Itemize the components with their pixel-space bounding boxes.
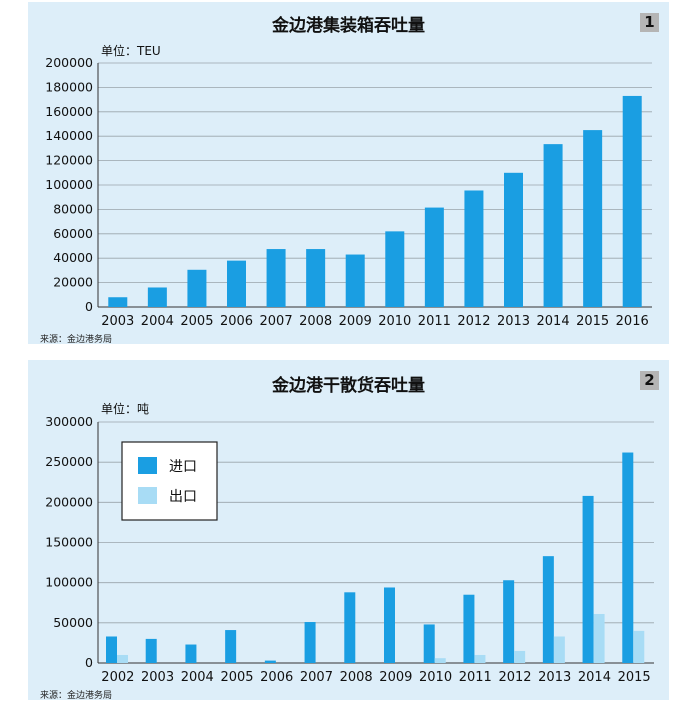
bar xyxy=(117,654,128,663)
bar xyxy=(582,495,594,663)
x-tick-label: 2002 xyxy=(101,670,134,685)
y-tick-label: 100000 xyxy=(45,575,93,590)
bar xyxy=(304,622,316,663)
bar xyxy=(464,190,484,307)
source-note: 来源：金边港务局 xyxy=(40,335,113,345)
bar xyxy=(543,144,563,307)
y-tick-label: 160000 xyxy=(45,104,93,119)
y-tick-label: 120000 xyxy=(45,153,93,168)
x-tick-label: 2008 xyxy=(340,670,373,685)
x-tick-label: 2009 xyxy=(379,670,412,685)
bar xyxy=(384,587,395,663)
x-tick-label: 2004 xyxy=(181,670,214,685)
chart-2-plot: 0 50000 100000 150000 200000 250000 300000 2002… xyxy=(45,414,654,685)
chart-panel-1: 金边港集装箱吞吐量 1 单位：TEU 0 20000 40000 60000 80000… xyxy=(28,2,669,345)
x-tick-label: 2011 xyxy=(459,670,492,685)
bar xyxy=(344,592,356,663)
x-tick-label: 2004 xyxy=(141,314,174,329)
x-tick-label: 2008 xyxy=(299,314,332,329)
x-tick-label: 2003 xyxy=(141,670,174,685)
chart-title: 金边港集装箱吞吐量 xyxy=(272,16,425,36)
y-tick-label: 40000 xyxy=(53,250,93,265)
panel-number: 2 xyxy=(640,371,659,390)
x-tick-label: 2015 xyxy=(576,314,609,329)
bar xyxy=(227,260,246,307)
bar xyxy=(306,249,326,307)
x-tick-label: 2005 xyxy=(220,670,253,685)
bar xyxy=(145,638,157,663)
y-tick-label: 100000 xyxy=(45,177,93,192)
bar xyxy=(633,630,645,663)
bar xyxy=(385,231,405,307)
bar xyxy=(434,658,446,663)
chart-1-plot: 0 20000 40000 60000 80000 100000 120000 140000 1… xyxy=(45,55,652,329)
x-tick-label: 2014 xyxy=(537,314,570,329)
x-tick-label: 2009 xyxy=(339,314,372,329)
y-tick-label: 80000 xyxy=(53,201,93,216)
x-tick-label: 2006 xyxy=(260,670,293,685)
x-tick-label: 2007 xyxy=(260,314,293,329)
unit-label: 单位：TEU xyxy=(101,44,161,58)
bar xyxy=(504,172,523,307)
unit-label: 单位：吨 xyxy=(101,402,150,416)
bar xyxy=(463,594,475,663)
bar xyxy=(108,297,128,307)
bar xyxy=(503,580,515,663)
bar xyxy=(187,269,207,307)
chart-panel-2: 金边港干散货吞吐量 2 单位：吨 0 50000 100000 150000 20000… xyxy=(28,360,669,701)
x-tick-label: 2016 xyxy=(616,314,649,329)
y-tick-label: 200000 xyxy=(45,55,93,70)
x-tick-label: 2012 xyxy=(498,670,531,685)
y-tick-label: 60000 xyxy=(53,226,93,241)
bar xyxy=(553,636,565,663)
bar xyxy=(423,624,435,663)
legend-box xyxy=(121,441,218,521)
y-tick-label: 200000 xyxy=(45,494,93,509)
x-tick-label: 2015 xyxy=(618,670,651,685)
bar xyxy=(266,249,286,307)
y-tick-label: 180000 xyxy=(45,79,93,94)
chart-title: 金边港干散货吞吐量 xyxy=(272,376,425,396)
x-tick-label: 2006 xyxy=(220,314,253,329)
legend-swatch xyxy=(138,457,157,474)
y-tick-label: 0 xyxy=(85,299,93,314)
bar xyxy=(345,254,365,307)
x-tick-label: 2012 xyxy=(457,314,490,329)
x-tick-label: 2013 xyxy=(538,670,571,685)
y-tick-label: 300000 xyxy=(45,414,93,429)
bar xyxy=(583,130,603,307)
bar xyxy=(225,630,237,663)
bar xyxy=(106,636,117,663)
panel-number: 1 xyxy=(640,13,659,32)
y-tick-label: 150000 xyxy=(45,535,93,550)
bar xyxy=(185,644,197,663)
legend-swatch xyxy=(138,487,157,504)
x-tick-label: 2003 xyxy=(101,314,134,329)
y-tick-label: 140000 xyxy=(45,128,93,143)
x-tick-label: 2011 xyxy=(418,314,451,329)
bar xyxy=(474,654,486,663)
source-note: 来源：金边港务局 xyxy=(40,691,113,701)
x-tick-label: 2013 xyxy=(497,314,530,329)
bar xyxy=(593,613,605,663)
bar xyxy=(147,287,167,307)
x-tick-label: 2007 xyxy=(300,670,333,685)
x-tick-label: 2010 xyxy=(378,314,411,329)
bar xyxy=(514,650,526,663)
x-tick-label: 2014 xyxy=(578,670,611,685)
legend-label: 进口 xyxy=(169,459,197,475)
bar xyxy=(424,207,444,307)
x-tick-label: 2005 xyxy=(180,314,213,329)
x-tick-label: 2010 xyxy=(419,670,452,685)
bar xyxy=(542,556,554,663)
bar xyxy=(622,95,642,307)
y-tick-label: 20000 xyxy=(53,275,93,290)
y-tick-label: 250000 xyxy=(45,454,93,469)
y-tick-label: 0 xyxy=(85,655,93,670)
bar xyxy=(264,660,276,663)
bar xyxy=(622,452,634,663)
y-tick-label: 50000 xyxy=(53,615,93,630)
legend-label: 出口 xyxy=(169,489,197,505)
